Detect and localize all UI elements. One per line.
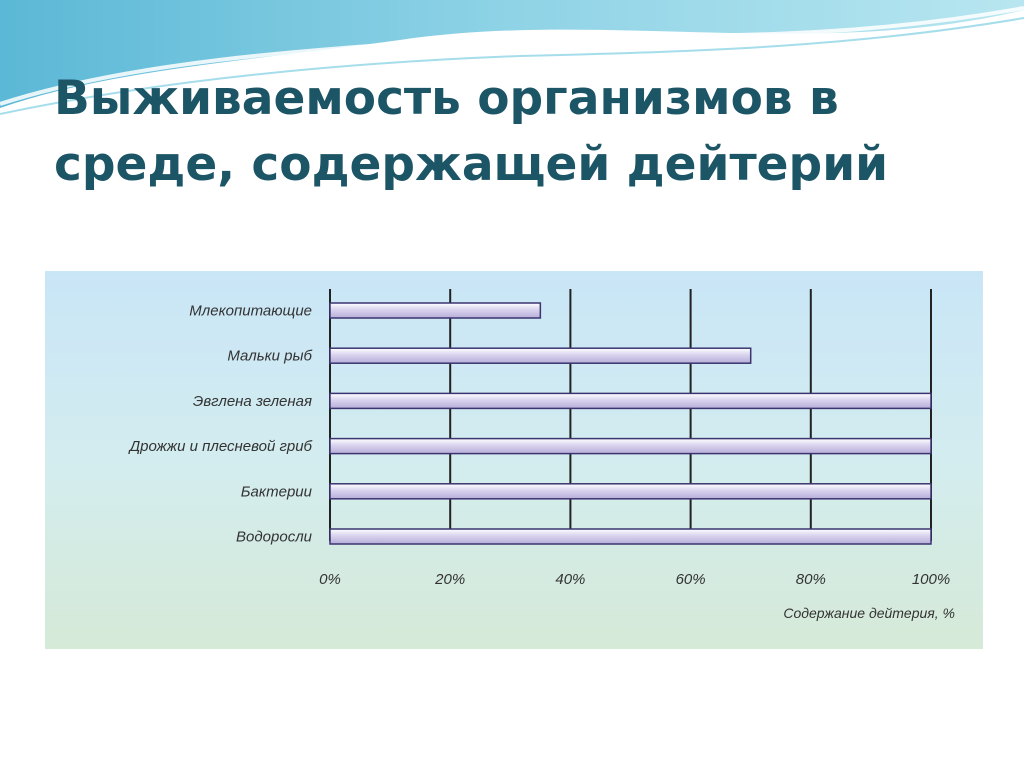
x-axis-title: Содержание дейтерия, % — [783, 605, 955, 621]
bars — [329, 302, 932, 545]
category-label-3: Эвглена зеленая — [193, 393, 312, 410]
x-tick-label-20: 20% — [434, 571, 465, 588]
category-label-1: Млекопитающие — [189, 303, 312, 320]
category-label-6: Водоросли — [236, 529, 313, 546]
bar-6 — [329, 528, 932, 545]
category-labels: Млекопитающие Мальки рыб Эвглена зеленая Др… — [128, 303, 313, 546]
bar-5 — [329, 483, 932, 500]
x-tick-label-40: 40% — [555, 571, 585, 588]
bar-4 — [329, 437, 932, 455]
slide-title-line-2: среде, содержащей дейтерий — [54, 137, 889, 192]
bar-3 — [329, 392, 932, 410]
x-tick-label-0: 0% — [319, 571, 341, 588]
slide-title-line-1: Выживаемость организмов в — [54, 71, 839, 126]
slide-wave-decoration — [0, 0, 1024, 115]
bar-chart: Млекопитающие Мальки рыб Эвглена зеленая Др… — [128, 289, 955, 621]
slide-title: Выживаемость организмов в среде, содержа… — [54, 66, 994, 198]
x-tick-label-100: 100% — [912, 571, 950, 588]
x-tick-labels: 0% 20% 40% 60% 80% 100% — [319, 571, 950, 588]
chart-panel: Млекопитающие Мальки рыб Эвглена зеленая Др… — [45, 271, 983, 649]
category-label-2: Мальки рыб — [227, 348, 312, 365]
bar-2 — [329, 347, 752, 364]
x-tick-label-60: 60% — [676, 571, 706, 588]
gridlines — [329, 289, 932, 542]
category-label-5: Бактерии — [241, 483, 313, 500]
category-label-4: Дрожжи и плесневой гриб — [128, 438, 313, 455]
x-tick-label-80: 80% — [796, 571, 826, 588]
bar-1 — [329, 302, 542, 319]
